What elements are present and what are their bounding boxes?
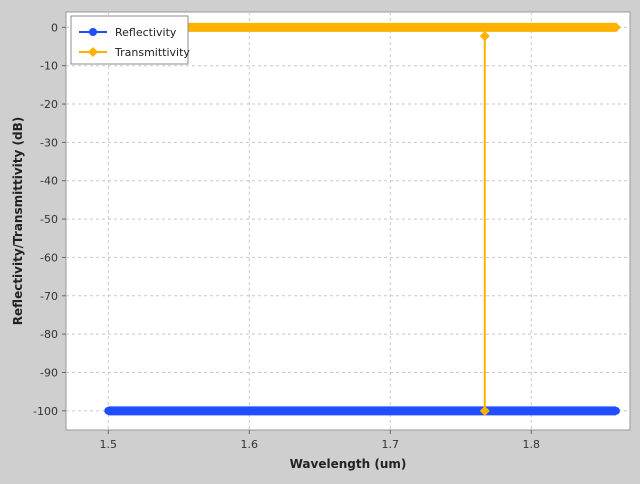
y-tick-label: -50	[40, 213, 58, 226]
axes: 1.5 1.6 1.7 1.8 0 -10 -20 -30 -40 -50 -60 -70 -80 -90…	[33, 21, 540, 451]
legend-swatch-marker	[88, 47, 98, 57]
y-tick-label: -20	[40, 98, 58, 111]
plot-area	[65, 11, 631, 431]
y-tick-label: -60	[40, 251, 58, 264]
x-axis-label: Wavelength (um)	[290, 457, 407, 471]
reflectivity-marker	[611, 406, 620, 415]
y-tick-label: -100	[33, 405, 58, 418]
x-tick-label: 1.8	[523, 438, 541, 451]
y-tick-label: -80	[40, 328, 58, 341]
y-axis-label: Reflectivity/Transmittivity (dB)	[11, 117, 25, 325]
x-tick-label: 1.7	[382, 438, 400, 451]
transmittivity-dip-marker	[479, 405, 490, 416]
y-tick-label: -30	[40, 136, 58, 149]
legend-label: Reflectivity	[115, 26, 177, 39]
series-reflectivity	[104, 406, 620, 416]
y-tick-label: 0	[51, 21, 58, 34]
y-tick-label: -10	[40, 60, 58, 73]
y-tick-label: -90	[40, 366, 58, 379]
x-tick-label: 1.5	[100, 438, 118, 451]
legend-box	[70, 15, 189, 65]
transmittivity-dip-marker	[479, 31, 490, 42]
series-layer	[103, 22, 621, 416]
legend-swatch-marker	[89, 28, 97, 36]
transmittivity-marker	[610, 22, 621, 33]
legend-label: Transmittivity	[114, 46, 190, 59]
reflectivity-marker	[104, 406, 113, 415]
y-tick-label: -70	[40, 290, 58, 303]
legend: Reflectivity Transmittivity	[70, 15, 190, 65]
x-tick-label: 1.6	[241, 438, 259, 451]
y-tick-label: -40	[40, 175, 58, 188]
